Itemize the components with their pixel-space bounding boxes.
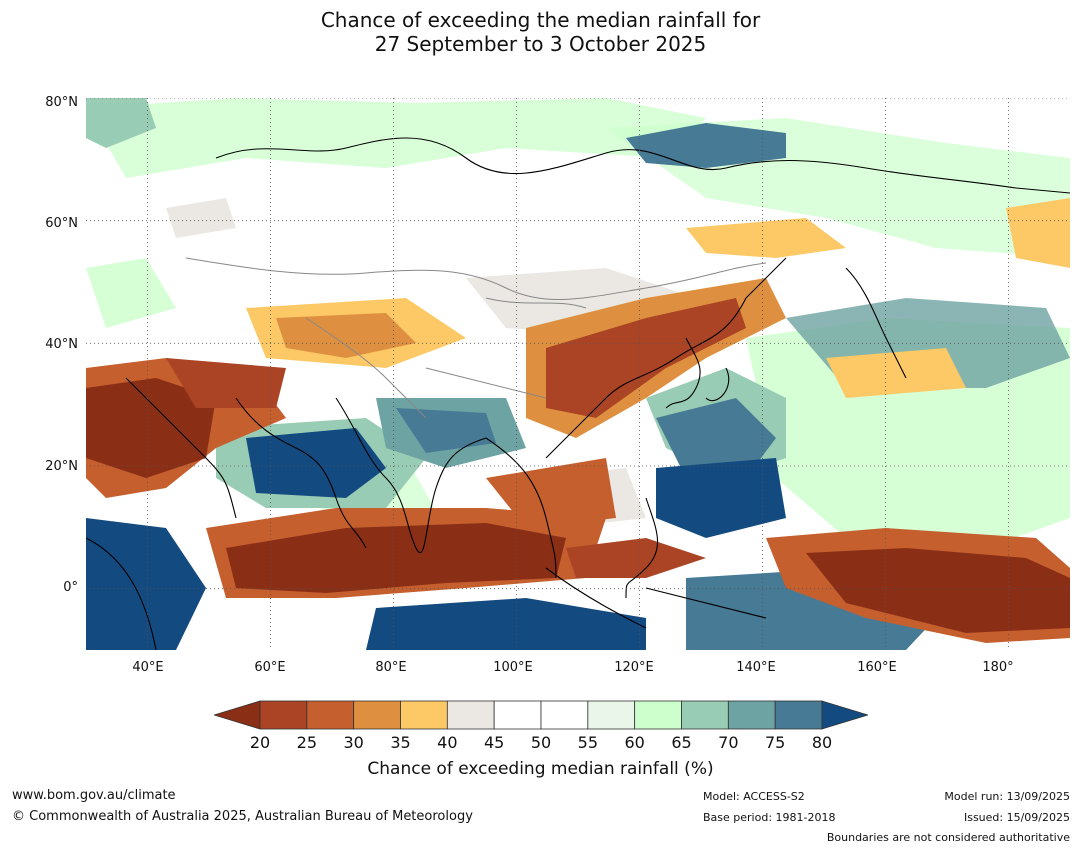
colorbar-tick-label: 65 <box>671 733 692 752</box>
title-line-2: 27 September to 3 October 2025 <box>374 32 707 56</box>
footer-url: www.bom.gov.au/climate <box>12 788 176 803</box>
lon-label-60e: 60°E <box>254 660 286 675</box>
lon-label-180: 180° <box>982 660 1014 675</box>
footer-base-period: Base period: 1981-2018 <box>703 811 836 824</box>
footer-disclaimer: Boundaries are not considered authoritat… <box>826 831 1070 844</box>
lat-label-20n: 20°N <box>45 459 78 474</box>
colorbar-swatch <box>446 700 495 730</box>
colorbar-tick-label: 55 <box>577 733 598 752</box>
colorbar-swatch <box>540 700 589 730</box>
map-canvas <box>86 98 1070 650</box>
lat-label-40n: 40°N <box>45 337 78 352</box>
colorbar-label: Chance of exceeding median rainfall (%) <box>367 759 714 779</box>
lon-label-160e: 160°E <box>857 660 897 675</box>
lon-label-140e: 140°E <box>736 660 776 675</box>
colorbar-swatch <box>306 700 355 730</box>
colorbar-tick-label: 80 <box>811 733 833 752</box>
colorbar-tick-label: 35 <box>390 733 411 752</box>
colorbar-tick-label: 25 <box>296 733 317 752</box>
colorbar-swatch <box>353 700 401 730</box>
lon-label-120e: 120°E <box>614 660 654 675</box>
colorbar-canvas <box>212 700 870 730</box>
footer-copyright: © Commonwealth of Australia 2025, Austra… <box>12 809 473 824</box>
country-boundaries <box>185 257 767 419</box>
title-line-1: Chance of exceeding the median rainfall … <box>320 8 761 32</box>
footer-issued: Issued: 15/09/2025 <box>963 811 1070 824</box>
colorbar-swatch <box>774 700 823 730</box>
colorbar-swatch <box>587 700 636 730</box>
colorbar-tick-label: 70 <box>718 733 739 752</box>
coastlines <box>86 137 1070 650</box>
graticule <box>86 98 1070 650</box>
colorbar-tick-label: 50 <box>530 733 552 752</box>
colorbar-swatch <box>634 700 682 730</box>
lat-label-0: 0° <box>63 580 78 595</box>
colorbar-swatch <box>400 700 448 730</box>
lon-label-40e: 40°E <box>132 660 164 675</box>
colorbar-extend-low <box>212 700 261 730</box>
colorbar-tick-label: 45 <box>483 733 505 752</box>
rainfall-map <box>86 98 1070 650</box>
footer-model-run: Model run: 13/09/2025 <box>944 790 1070 803</box>
colorbar-swatch <box>259 700 308 730</box>
drier-regions <box>86 198 1070 643</box>
colorbar-tick-label: 60 <box>624 733 645 752</box>
colorbar-tick-label: 20 <box>249 733 271 752</box>
colorbar-swatch <box>727 700 776 730</box>
lon-label-100e: 100°E <box>493 660 533 675</box>
colorbar-extend-high <box>821 700 870 730</box>
chart-title: Chance of exceeding the median rainfall … <box>0 8 1081 56</box>
lat-label-60n: 60°N <box>45 216 78 231</box>
colorbar-tick-label: 75 <box>764 733 786 752</box>
colorbar <box>212 700 870 734</box>
colorbar-tick-label: 40 <box>437 733 458 752</box>
footer-model: Model: ACCESS-S2 <box>703 790 805 803</box>
colorbar-swatch <box>493 700 542 730</box>
colorbar-swatch <box>681 700 729 730</box>
lon-label-80e: 80°E <box>375 660 407 675</box>
colorbar-tick-label: 30 <box>343 733 364 752</box>
lat-label-80n: 80°N <box>45 95 78 110</box>
